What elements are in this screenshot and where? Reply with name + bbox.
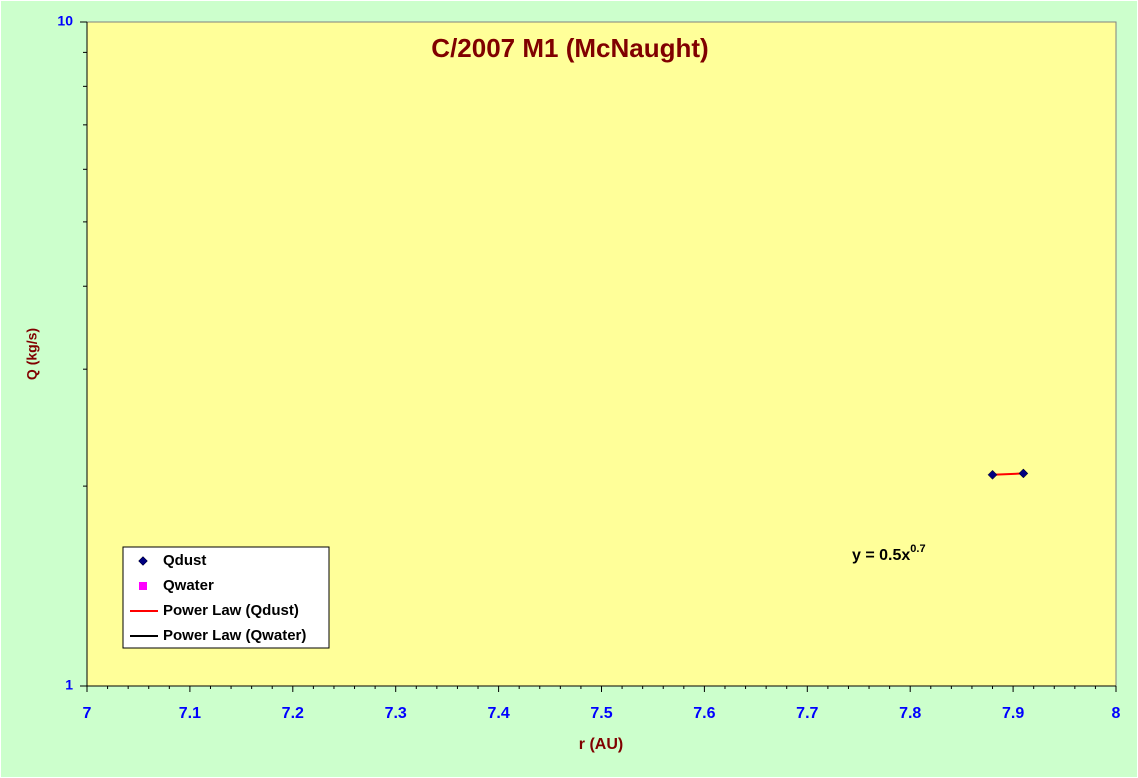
legend-label: Qwater bbox=[163, 577, 214, 594]
x-tick-label: 7.9 bbox=[1002, 705, 1024, 722]
x-axis-label: r (AU) bbox=[579, 736, 623, 753]
x-tick-label: 7 bbox=[83, 705, 92, 722]
trend-equation: y = 0.5x0.7 bbox=[852, 543, 926, 564]
x-tick-label: 7.4 bbox=[487, 705, 509, 722]
chart-title: C/2007 M1 (McNaught) bbox=[431, 33, 708, 63]
x-tick-label: 7.6 bbox=[693, 705, 715, 722]
x-tick-label: 7.8 bbox=[899, 705, 921, 722]
data-point bbox=[987, 469, 998, 480]
trendline bbox=[992, 472, 1024, 476]
equation-text: y = 0.5x bbox=[852, 547, 910, 564]
equation-exponent: 0.7 bbox=[910, 543, 925, 555]
legend-marker bbox=[138, 556, 148, 566]
y-tick-label: 10 bbox=[57, 13, 73, 29]
data-point bbox=[1018, 468, 1029, 479]
x-tick-label: 7.1 bbox=[179, 705, 201, 722]
legend-label: Qdust bbox=[163, 552, 206, 569]
y-tick-label: 1 bbox=[65, 677, 73, 693]
legend-marker bbox=[139, 582, 147, 590]
x-tick-label: 7.5 bbox=[590, 705, 612, 722]
x-tick-label: 7.2 bbox=[282, 705, 304, 722]
x-tick-label: 7.3 bbox=[385, 705, 407, 722]
legend bbox=[122, 546, 330, 649]
legend-label: Power Law (Qdust) bbox=[163, 602, 299, 619]
x-tick-label: 8 bbox=[1112, 705, 1121, 722]
legend-label: Power Law (Qwater) bbox=[163, 627, 306, 644]
y-axis-label: Q (kg/s) bbox=[24, 328, 40, 380]
x-tick-label: 7.7 bbox=[796, 705, 818, 722]
